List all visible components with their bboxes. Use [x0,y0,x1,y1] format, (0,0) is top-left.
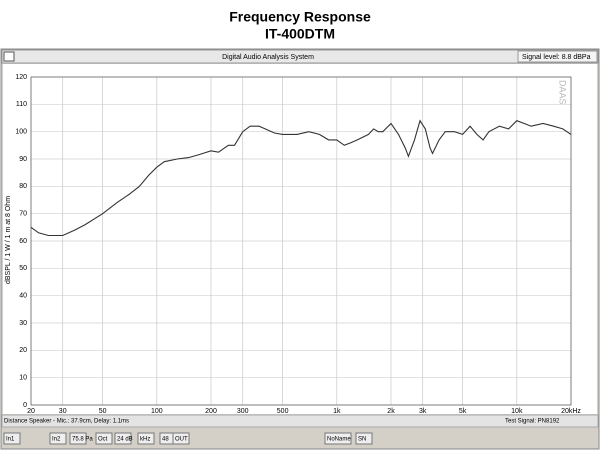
toolbar-label[interactable]: SN [358,437,366,443]
y-tick-label: 50 [19,265,27,272]
x-tick-label: 200 [205,408,217,415]
y-tick-label: 20 [19,347,27,354]
toolbar-label[interactable]: Oct [98,437,108,443]
toolbar-label[interactable]: OUT [175,437,188,443]
x-tick-label: 5k [459,408,467,415]
y-tick-label: 30 [19,320,27,327]
plot: 0 10 20 30 40 50 60 70 80 90 100 110 120 20 30 50 100 200… [15,74,581,415]
y-tick-label: 60 [19,238,27,245]
plot-border [30,76,572,406]
signal-level: Signal level: 8.8 dBPa [522,54,591,61]
toolbar: In1 In2 75.8 Pa Oct 24 dB kHz 48 OUT NoName SN [3,432,373,445]
x-tick-label: 100 [151,408,163,415]
y-tick-label: 110 [16,101,27,108]
toolbar-button[interactable] [69,432,87,445]
toolbar-button[interactable] [324,432,352,445]
y-tick-label: 70 [19,211,27,218]
toolbar-label[interactable]: 48 [162,437,169,443]
x-tick-label: 50 [99,408,107,415]
x-tick-label: 3k [419,408,427,415]
chart-title: Frequency Response [229,9,371,25]
x-tick-label: 300 [237,408,249,415]
window-titlebar [1,49,599,64]
plot-background [3,64,597,414]
chart-subtitle: IT-400DTM [265,26,335,42]
signal-level-box [517,50,598,63]
status-right: Test Signal: PN8192 [505,419,560,425]
toolbar-button[interactable] [114,432,132,445]
x-tick-label: 2k [387,408,395,415]
toolbar-label[interactable]: In1 [6,437,15,443]
y-tick-label: 40 [19,293,27,300]
y-tick-label: 100 [15,129,27,136]
toolbar-button[interactable] [137,432,155,445]
x-tick-label: 30 [59,408,67,415]
toolbar-label[interactable]: 24 dB [117,437,133,443]
toolbar-button[interactable] [49,432,67,445]
x-tick-label: 1k [333,408,341,415]
toolbar-button[interactable] [172,432,190,445]
y-tick-label: 90 [19,156,27,163]
y-tick-label: 120 [15,74,27,81]
toolbar-button[interactable] [95,432,113,445]
toolbar-label[interactable]: kHz [140,437,150,443]
toolbar-label[interactable]: 75.8 Pa [72,437,93,443]
status-left: Distance Speaker - Mic.: 37.9cm, Delay: … [4,419,129,425]
toolbar-label[interactable]: In2 [52,437,61,443]
window-icon[interactable] [3,51,15,62]
x-tick-label: 20kHz [561,408,581,415]
y-tick-label: 10 [19,375,27,382]
y-tick-label: 80 [19,183,27,190]
x-tick-label: 10k [511,408,523,415]
status-bar [1,414,599,428]
toolbar-button[interactable] [3,432,21,445]
window-title: Digital Audio Analysis System [222,54,314,61]
toolbar-label[interactable]: NoName [327,437,351,443]
y-axis-label: dBSPL / 1 W / 1 m at 8 Ohm [5,196,12,284]
x-tick-label: 20 [27,408,35,415]
y-tick-label: 0 [23,402,27,409]
toolbar-button[interactable] [355,432,373,445]
x-tick-label: 500 [277,408,289,415]
watermark: DAAS [558,80,568,105]
response-curve [30,119,572,237]
